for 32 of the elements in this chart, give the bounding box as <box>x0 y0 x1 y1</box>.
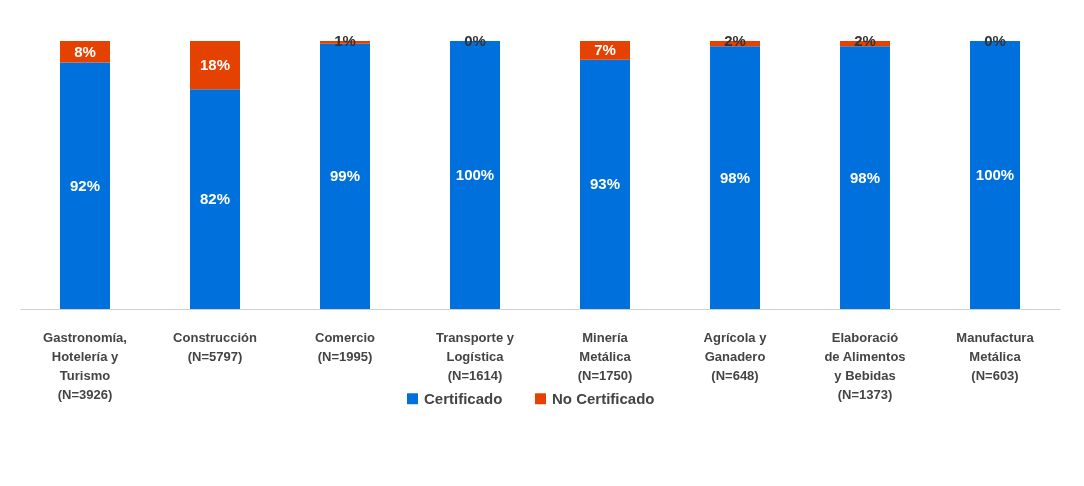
x-tick-label: Manufactura Metálica (N=603) <box>956 329 1035 383</box>
legend-label: No Certificado <box>552 389 655 407</box>
data-label: 7% <box>594 41 616 59</box>
bar <box>580 59 630 309</box>
data-label: 92% <box>69 176 101 194</box>
data-label: 100% <box>455 166 495 183</box>
data-label: 8% <box>74 42 96 60</box>
legend-label: Certificado <box>424 389 503 407</box>
data-label: 0% <box>984 32 1006 49</box>
data-label: 93% <box>589 175 621 193</box>
data-label: 98% <box>719 168 751 186</box>
data-label: 2% <box>724 32 746 49</box>
bar <box>710 46 760 309</box>
bar <box>60 62 110 309</box>
bar <box>190 41 240 90</box>
x-tick-label: Transporte y Logística (N=1614) <box>435 329 515 383</box>
x-tick-label: Elaboració de Alimentos y Bebidas (N=1373) <box>824 329 906 402</box>
bar <box>840 46 890 309</box>
x-tick-label: Construcción (N=5797) <box>173 329 257 364</box>
x-tick-label: Minería Metálica (N=1750) <box>577 329 633 383</box>
data-label: 100% <box>975 166 1015 183</box>
x-tick-label: Agrícola y Ganadero (N=648) <box>703 329 768 383</box>
x-tick-label: Gastronomía, Hotelería y Turismo (N=3926) <box>43 329 127 402</box>
data-label: 18% <box>199 56 231 74</box>
data-label: 82% <box>199 190 231 208</box>
data-label: 0% <box>464 32 486 49</box>
data-label: 1% <box>334 32 356 49</box>
data-label: 98% <box>849 168 881 186</box>
x-tick-label: Comercio (N=1995) <box>315 329 376 364</box>
data-label: 2% <box>854 32 876 49</box>
bar <box>190 89 240 309</box>
data-label: 99% <box>329 167 361 185</box>
